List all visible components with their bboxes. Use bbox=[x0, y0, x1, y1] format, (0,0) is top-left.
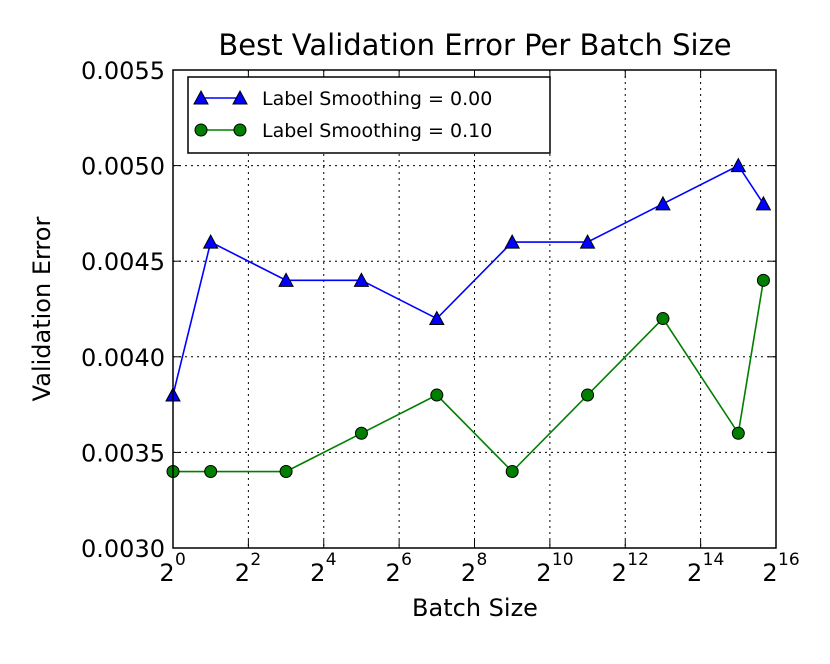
data-point-ls010 bbox=[731, 426, 745, 440]
y-tick-label: 0.0055 bbox=[81, 57, 165, 85]
y-tick-label: 0.0030 bbox=[81, 535, 165, 563]
legend-label-ls010: Label Smoothing = 0.10 bbox=[262, 120, 492, 142]
data-point-ls010 bbox=[656, 312, 670, 326]
x-axis-label: Batch Size bbox=[412, 594, 538, 622]
x-tick-label-exponent: 16 bbox=[778, 550, 800, 570]
y-tick-label: 0.0045 bbox=[81, 248, 165, 276]
x-tick-label-exponent: 4 bbox=[326, 550, 337, 570]
x-tick-label-base: 2 bbox=[762, 559, 777, 587]
x-tick-label-base: 2 bbox=[159, 559, 174, 587]
y-tick-label: 0.0050 bbox=[81, 153, 165, 181]
y-axis-label: Validation Error bbox=[28, 217, 56, 402]
x-tick-label-exponent: 10 bbox=[552, 550, 574, 570]
y-tick-label: 0.0035 bbox=[81, 439, 165, 467]
data-point-ls010 bbox=[430, 388, 444, 402]
legend: Label Smoothing = 0.00 Label Smoothing =… bbox=[187, 76, 551, 154]
y-tick-labels: 0.0030 0.0035 0.0040 0.0045 0.0050 0.0055 bbox=[81, 57, 165, 563]
legend-marker-ls010 bbox=[233, 123, 247, 137]
x-tick-label-base: 2 bbox=[536, 559, 551, 587]
data-point-ls000 bbox=[202, 234, 219, 249]
data-point-ls010 bbox=[279, 465, 293, 479]
x-tick-label-base: 2 bbox=[461, 559, 476, 587]
legend-marker-ls000 bbox=[193, 89, 209, 105]
x-tick-label-base: 2 bbox=[687, 559, 702, 587]
x-tick-label-base: 2 bbox=[235, 559, 250, 587]
data-point-ls010 bbox=[581, 388, 595, 402]
x-tick-label-base: 2 bbox=[612, 559, 627, 587]
x-tick-label-exponent: 6 bbox=[401, 550, 412, 570]
data-point-ls010 bbox=[204, 465, 218, 479]
x-tick-label-exponent: 8 bbox=[477, 550, 488, 570]
data-point-ls000 bbox=[504, 234, 521, 249]
x-tick-label: 2 16 bbox=[762, 550, 799, 587]
data-point-ls010 bbox=[354, 426, 368, 440]
x-tick-labels: 2 0 2 2 2 4 2 6 2 8 2 10 2 12 2 14 2 16 bbox=[159, 550, 799, 587]
x-tick-label-exponent: 2 bbox=[250, 550, 261, 570]
chart-title: Best Validation Error Per Batch Size bbox=[218, 28, 731, 62]
data-point-ls010 bbox=[756, 273, 770, 287]
data-point-ls000 bbox=[755, 195, 772, 211]
y-tick-label: 0.0040 bbox=[81, 344, 165, 372]
x-tick-label-exponent: 0 bbox=[175, 550, 186, 570]
x-tick-label-exponent: 12 bbox=[627, 550, 649, 570]
legend-box bbox=[187, 76, 551, 154]
data-point-ls000 bbox=[353, 272, 370, 287]
x-tick-label-base: 2 bbox=[385, 559, 400, 587]
x-tick-label-exponent: 14 bbox=[703, 550, 725, 570]
legend-marker-ls000 bbox=[232, 89, 248, 105]
data-point-ls000 bbox=[278, 272, 294, 287]
data-point-ls000 bbox=[730, 157, 747, 173]
data-point-ls010 bbox=[505, 465, 519, 479]
data-point-ls000 bbox=[655, 195, 671, 211]
legend-label-ls000: Label Smoothing = 0.00 bbox=[262, 88, 492, 110]
legend-marker-ls010 bbox=[194, 123, 208, 137]
x-tick-label: 2 10 bbox=[536, 550, 573, 587]
x-tick-label: 2 12 bbox=[612, 550, 649, 587]
series-layer bbox=[165, 157, 772, 479]
series-line-ls000 bbox=[172, 164, 765, 396]
x-tick-label: 2 14 bbox=[687, 550, 724, 587]
series-line-ls010 bbox=[173, 280, 765, 473]
x-tick-label-base: 2 bbox=[310, 559, 325, 587]
data-point-ls000 bbox=[428, 310, 445, 326]
data-point-ls000 bbox=[579, 234, 596, 249]
